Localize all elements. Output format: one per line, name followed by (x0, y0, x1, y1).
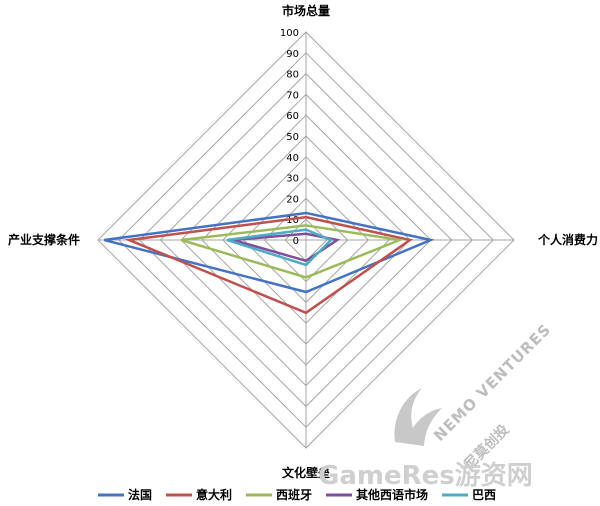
legend-label-2: 西班牙 (276, 487, 312, 502)
tick-label-40: 40 (286, 153, 299, 164)
tick-label-0: 0 (293, 236, 299, 247)
tick-label-90: 90 (286, 49, 299, 60)
tick-label-100: 100 (280, 28, 299, 39)
axis-label-1: 个人消费力 (537, 232, 598, 247)
series-line-1 (124, 215, 414, 315)
legend: 法国 意大利 西班牙 其他西语市场 巴西 (98, 487, 496, 502)
axis-label-0: 市场总量 (282, 3, 330, 18)
tick-label-30: 30 (286, 174, 299, 185)
nemo-logo-icon (394, 388, 442, 446)
axis-label-3: 产业支撑条件 (8, 232, 80, 247)
tick-label-70: 70 (286, 90, 299, 101)
series-line-0 (103, 211, 435, 294)
watermark-logo-text: NEMO VENTURES (430, 320, 555, 445)
radial-tick-labels: 0 10 20 30 40 50 60 70 80 90 100 (280, 28, 299, 247)
axis-label-2: 文化壁垒 (282, 465, 330, 480)
nemo-ventures-watermark: NEMO VENTURES 尼莫创投 (394, 320, 555, 473)
tick-label-20: 20 (286, 194, 299, 205)
radar-spokes (98, 32, 514, 448)
series-line-2 (180, 224, 405, 279)
series-line-4 (226, 228, 334, 267)
legend-label-4: 巴西 (472, 488, 496, 502)
tick-label-60: 60 (286, 111, 299, 122)
tick-label-50: 50 (286, 132, 299, 143)
watermark-site-text: GameRes游资网 (318, 461, 533, 491)
legend-label-1: 意大利 (196, 487, 232, 502)
data-series (103, 211, 435, 315)
legend-label-0: 法国 (128, 487, 152, 502)
tick-label-80: 80 (286, 70, 299, 81)
legend-label-3: 其他西语市场 (356, 487, 428, 502)
tick-label-10: 10 (286, 215, 299, 226)
